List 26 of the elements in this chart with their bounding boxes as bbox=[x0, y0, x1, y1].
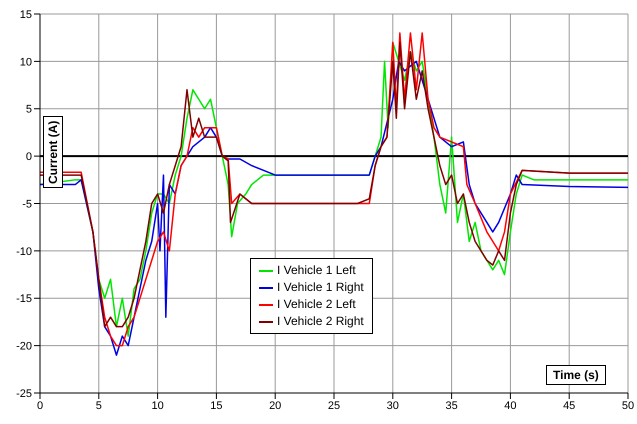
x-tick-label: 35 bbox=[445, 400, 458, 412]
y-tick-label: -5 bbox=[22, 198, 32, 210]
x-tick-label: 45 bbox=[563, 400, 576, 412]
x-tick-label: 5 bbox=[96, 400, 102, 412]
y-tick-label: 10 bbox=[20, 56, 32, 68]
legend-label: I Vehicle 1 Left bbox=[277, 262, 356, 279]
y-tick-label: 0 bbox=[26, 151, 32, 164]
y-tick-label: 5 bbox=[26, 104, 32, 116]
y-tick-label: -15 bbox=[16, 293, 32, 306]
legend-label: I Vehicle 1 Right bbox=[277, 279, 364, 296]
x-tick-label: 25 bbox=[328, 400, 340, 412]
x-axis-title: Time (s) bbox=[546, 365, 606, 385]
x-tick-label: 0 bbox=[36, 400, 44, 412]
legend-label: I Vehicle 2 Right bbox=[277, 313, 364, 330]
y-tick-label: 15 bbox=[20, 8, 32, 21]
x-tick-label: 20 bbox=[269, 400, 282, 412]
x-tick-label: 15 bbox=[210, 400, 223, 412]
x-tick-label: 30 bbox=[386, 400, 399, 412]
x-tick-label: 40 bbox=[504, 400, 517, 412]
x-tick-label: 50 bbox=[622, 400, 634, 412]
legend-label: I Vehicle 2 Left bbox=[277, 296, 356, 313]
y-tick-label: -25 bbox=[16, 388, 32, 400]
x-tick-label: 10 bbox=[151, 400, 164, 412]
y-tick-label: -20 bbox=[16, 340, 32, 353]
y-axis-title: Current (A) bbox=[43, 116, 63, 188]
y-tick-label: -10 bbox=[16, 246, 32, 258]
